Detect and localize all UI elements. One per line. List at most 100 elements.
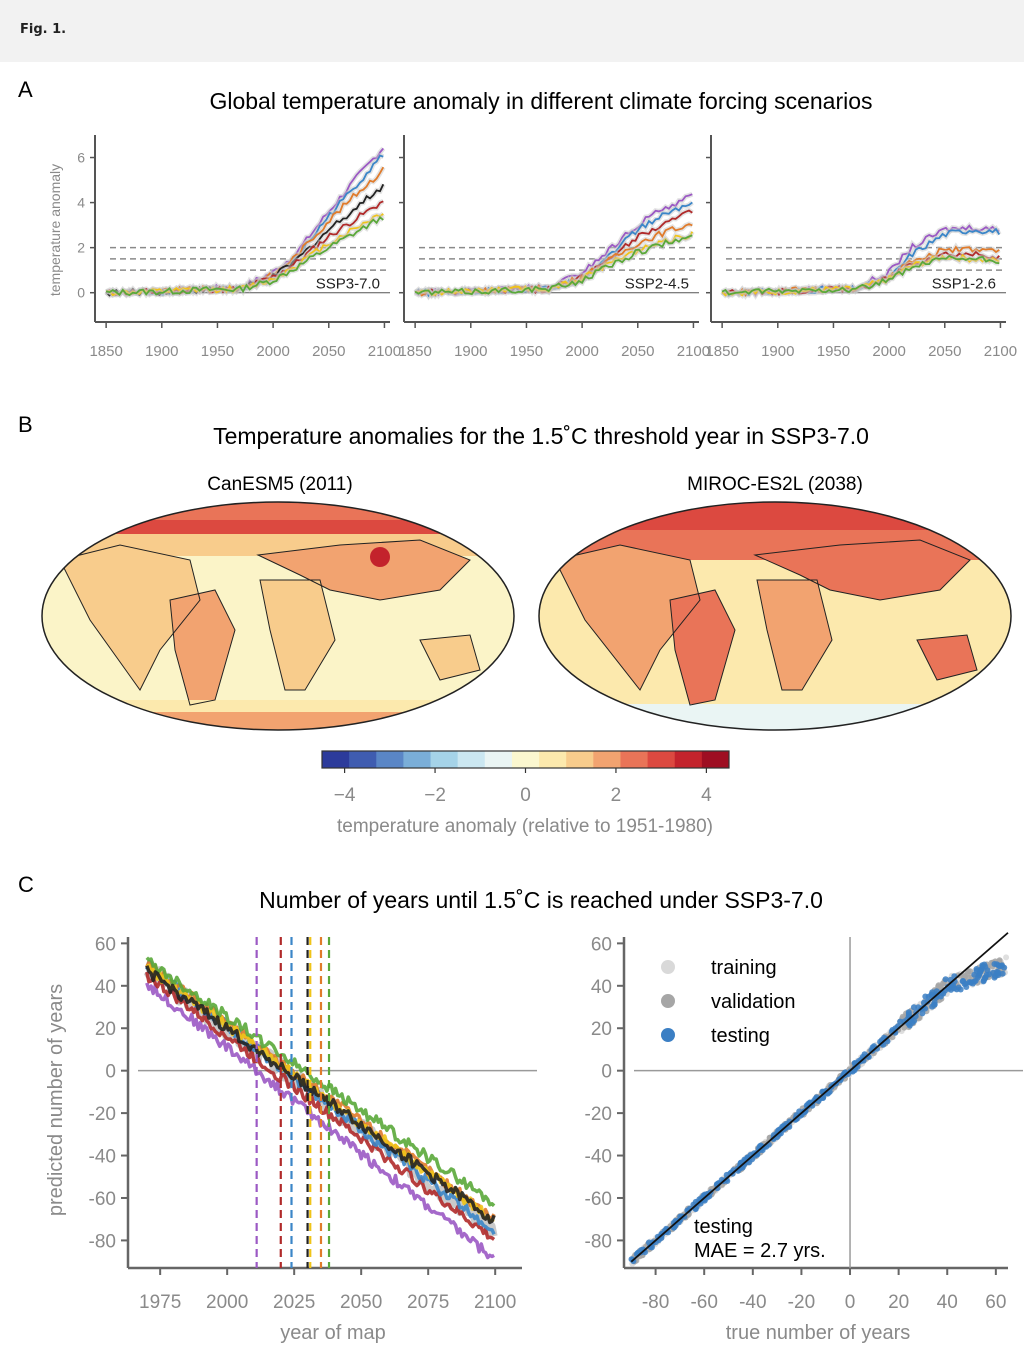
x-tick-label: -40	[739, 1292, 766, 1313]
y-tick-label: 40	[95, 977, 116, 998]
x-tick-label: 0	[845, 1292, 856, 1313]
x-tick-label: -60	[690, 1292, 717, 1313]
point-testing	[948, 984, 955, 991]
legend-label-training: training	[711, 957, 777, 979]
colorbar-swatch	[701, 751, 730, 768]
colorbar-tick-label: 2	[611, 785, 622, 806]
y-tick-label: 40	[591, 977, 612, 998]
coastlines	[554, 539, 978, 706]
coastlines	[59, 539, 481, 706]
panel-c-title: Number of years until 1.5˚C is reached u…	[259, 887, 823, 913]
x-tick-label: 2000	[565, 343, 598, 360]
point-testing	[986, 971, 993, 978]
x-tick-label: 2100	[677, 343, 710, 360]
map-miroc-es2l	[539, 502, 1011, 730]
y-tick-label: -20	[89, 1104, 116, 1125]
eurasia-land	[258, 540, 470, 600]
colorbar-swatch	[539, 751, 567, 768]
x-tick-label: 1900	[145, 343, 178, 360]
x-tick-label: 2000	[206, 1292, 248, 1313]
map-title-canesm5: CanESM5 (2011)	[207, 474, 352, 495]
colorbar-swatch	[376, 751, 404, 768]
colorbar-tick-label: −4	[334, 785, 356, 806]
colorbar-tick-label: 0	[520, 785, 531, 806]
y-tick-label: -60	[585, 1189, 612, 1210]
x-tick-label: 2050	[312, 343, 345, 360]
x-tick-label: 1900	[761, 343, 794, 360]
legend-marker-training	[661, 960, 675, 974]
y-tick-label: 2	[77, 240, 85, 256]
colorbar-swatch	[457, 751, 486, 768]
point-testing	[919, 1010, 926, 1017]
south-america-land	[170, 590, 235, 705]
legend-marker-validation	[661, 994, 675, 1008]
point-testing	[906, 1021, 913, 1027]
x-tick-label: 1950	[201, 343, 234, 360]
colorbar-label: temperature anomaly (relative to 1951-19…	[337, 816, 713, 837]
panel-c-left-x-axis-label: year of map	[280, 1322, 386, 1344]
y-tick-label: -80	[585, 1231, 612, 1252]
point-training	[1003, 954, 1010, 961]
x-tick-label: 2050	[928, 343, 961, 360]
point-testing	[942, 976, 949, 983]
panel-c-right-x-axis-label: true number of years	[726, 1322, 911, 1344]
x-tick-label: 2050	[340, 1292, 382, 1313]
panel-a-ssp370-chart: 1850 1900 1950 2000 2050 2100 0 2 4 6 SSP3-7.0	[77, 135, 401, 360]
x-tick-label: 2000	[256, 343, 289, 360]
point-testing	[982, 974, 989, 981]
panel-b-letter: B	[18, 412, 33, 437]
point-testing	[961, 981, 968, 988]
series-line	[721, 254, 1000, 296]
x-tick-label: -80	[642, 1292, 669, 1313]
americas-land	[555, 545, 700, 690]
y-tick-label: 6	[77, 150, 85, 166]
annotation-mae: MAE = 2.7 yrs.	[694, 1240, 826, 1262]
point-testing	[994, 970, 1001, 977]
legend-label-validation: validation	[711, 991, 796, 1013]
point-testing	[979, 962, 986, 969]
panel-c-letter: C	[18, 872, 34, 897]
series-line	[414, 234, 693, 296]
eurasia-land	[755, 540, 970, 600]
annotation-testing: testing	[694, 1216, 753, 1238]
x-tick-label: 2075	[407, 1292, 449, 1313]
point-testing	[905, 1011, 912, 1018]
colorbar-swatch	[647, 751, 676, 768]
point-validation	[901, 1024, 908, 1031]
colorbar: −4 −2 0 2 4	[321, 750, 730, 806]
americas-land	[60, 545, 200, 690]
point-testing	[931, 999, 938, 1006]
panel-b-title: Temperature anomalies for the 1.5˚C thre…	[213, 423, 869, 449]
figure-canvas: A Global temperature anomaly in differen…	[18, 77, 1023, 1344]
colorbar-tick-label: −2	[424, 785, 446, 806]
panel-a-ssp245-chart: 1850 1900 1950 2000 2050 2100 SSP2-4.5	[398, 135, 710, 360]
x-tick-label: 40	[937, 1292, 958, 1313]
map-miroc-es2l-outline	[538, 501, 1012, 731]
point-testing	[969, 980, 976, 987]
panel-c-year-of-map-chart: 60 40 20 0 -20 -40 -60 -80 1975 2000 2025 2050 2075 2…	[89, 934, 537, 1313]
x-tick-label: 1850	[705, 343, 738, 360]
x-tick-label: 2025	[273, 1292, 315, 1313]
y-tick-label: 0	[105, 1062, 116, 1083]
point-testing	[971, 971, 978, 978]
x-tick-label: 2100	[984, 343, 1017, 360]
x-tick-label: 1950	[510, 343, 543, 360]
colorbar-swatch	[566, 751, 594, 768]
panel-a-letter: A	[18, 77, 33, 102]
x-tick-label: 20	[888, 1292, 909, 1313]
colorbar-swatch	[620, 751, 649, 768]
x-tick-label: 1850	[398, 343, 431, 360]
y-tick-label: 4	[77, 195, 85, 211]
hotspot	[370, 547, 390, 567]
colorbar-swatch	[511, 751, 540, 768]
south-america-land	[670, 590, 735, 705]
colorbar-swatch	[484, 751, 513, 768]
panel-a-ssp126-chart: 1850 1900 1950 2000 2050 2100 SSP1-2.6	[705, 135, 1017, 360]
point-testing	[953, 986, 960, 993]
legend-label-testing: testing	[711, 1025, 770, 1047]
africa-land	[260, 580, 335, 690]
x-tick-label: 1850	[89, 343, 122, 360]
y-tick-label: 20	[591, 1019, 612, 1040]
y-tick-label: -60	[89, 1189, 116, 1210]
y-tick-label: -40	[89, 1147, 116, 1168]
